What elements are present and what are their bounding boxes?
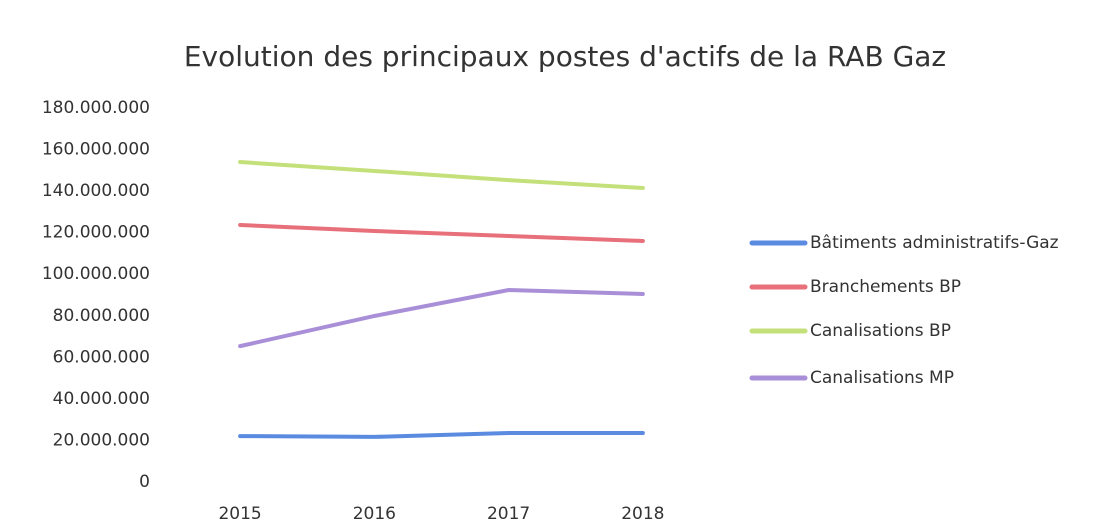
x-tick-label: 2015 [218, 504, 261, 524]
y-tick-label: 80.000.000 [53, 306, 150, 326]
y-tick-label: 100.000.000 [42, 264, 150, 284]
legend-label: Branchements BP [810, 277, 961, 297]
x-tick-label: 2016 [353, 504, 396, 524]
series-line [238, 430, 645, 439]
x-tick-label: 2018 [621, 504, 664, 524]
legend-label: Canalisations MP [810, 368, 954, 388]
y-tick-label: 0 [139, 472, 150, 492]
series-line [238, 222, 645, 243]
y-tick-label: 60.000.000 [53, 347, 150, 367]
series-line [238, 160, 645, 190]
legend-label: Bâtiments administratifs-Gaz [810, 233, 1059, 253]
series-line [238, 288, 645, 349]
x-tick-label: 2017 [487, 504, 530, 524]
chart-title: Evolution des principaux postes d'actifs… [184, 40, 946, 73]
y-tick-label: 140.000.000 [42, 181, 150, 201]
y-tick-label: 160.000.000 [42, 140, 150, 160]
y-tick-label: 180.000.000 [42, 98, 150, 118]
y-tick-label: 40.000.000 [53, 389, 150, 409]
y-tick-label: 20.000.000 [53, 430, 150, 450]
legend-label: Canalisations BP [810, 321, 951, 341]
y-tick-label: 120.000.000 [42, 223, 150, 243]
